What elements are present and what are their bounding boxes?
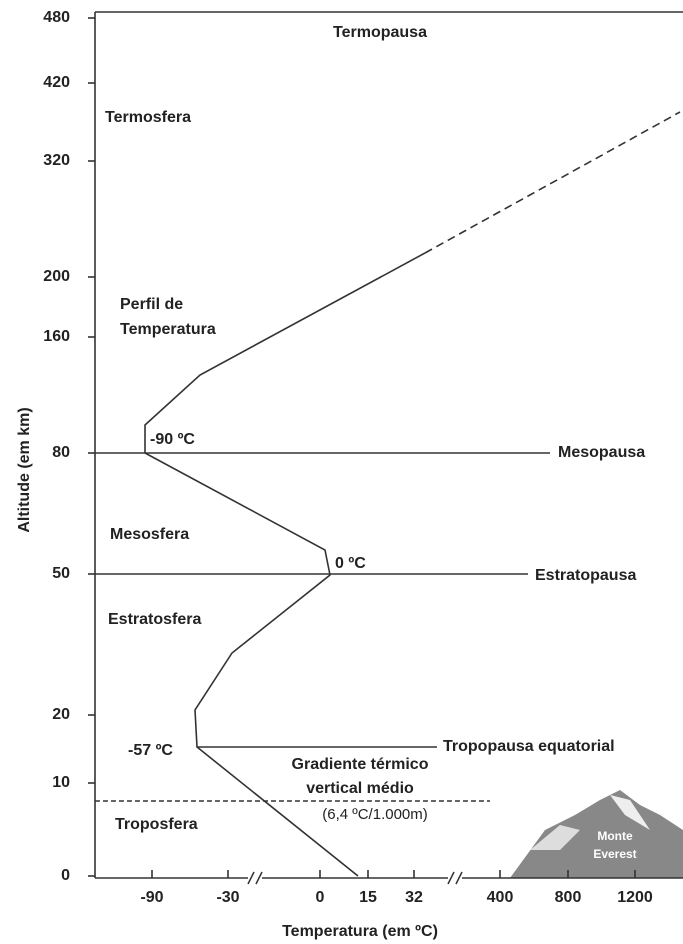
x-tick-label: 800 (555, 889, 582, 906)
boundary-label: Tropopausa equatorial (443, 738, 615, 755)
boundary-label: Mesopausa (558, 444, 645, 461)
y-tick-label: 80 (52, 444, 70, 461)
temperature-label: -90 ºC (150, 431, 195, 448)
mountain-snow (530, 825, 580, 850)
y-tick-label: 10 (52, 774, 70, 791)
layer-label: Troposfera (115, 816, 198, 833)
x-axis-title: Temperatura (em ºC) (282, 923, 438, 940)
temperature-profile-extrapolated (424, 111, 681, 254)
gradient-label: vertical médio (306, 780, 414, 797)
mountain-label: Everest (593, 847, 636, 861)
axis-break (448, 870, 462, 886)
mountain-label: Monte (597, 829, 633, 843)
temperature-profile (144, 252, 426, 877)
x-tick-label: 15 (359, 889, 377, 906)
layer-label: Perfil de (120, 296, 183, 313)
mountain (510, 790, 683, 878)
layer-label: Temperatura (120, 321, 216, 338)
gradient-value: (6,4 ºC/1.000m) (322, 806, 428, 823)
y-tick-label: 0 (61, 867, 70, 884)
temperature-label: 0 ºC (335, 555, 366, 572)
y-tick-label: 320 (43, 152, 70, 169)
x-tick-label: 400 (487, 889, 514, 906)
boundary-label: Estratopausa (535, 567, 636, 584)
y-axis-title: Altitude (em km) (16, 407, 33, 532)
mountain-snow (610, 795, 650, 830)
y-tick-label: 480 (43, 9, 70, 26)
x-tick-label: -90 (140, 889, 163, 906)
axis-break (447, 871, 463, 885)
axis-break (247, 871, 263, 885)
layer-label: Termosfera (105, 109, 191, 126)
axis-break (248, 870, 262, 886)
x-tick-label: 1200 (617, 889, 653, 906)
y-tick-label: 160 (43, 328, 70, 345)
x-tick-label: 0 (316, 889, 325, 906)
gradient-label: Gradiente térmico (292, 756, 429, 773)
x-tick-label: -30 (216, 889, 239, 906)
layer-label: Termopausa (333, 24, 427, 41)
layer-label: Estratosfera (108, 611, 201, 628)
y-tick-label: 420 (43, 74, 70, 91)
temperature-label: -57 ºC (128, 742, 173, 759)
y-tick-label: 50 (52, 565, 70, 582)
x-tick-label: 32 (405, 889, 423, 906)
layer-label: Mesosfera (110, 526, 189, 543)
y-tick-label: 200 (43, 268, 70, 285)
y-tick-label: 20 (52, 706, 70, 723)
